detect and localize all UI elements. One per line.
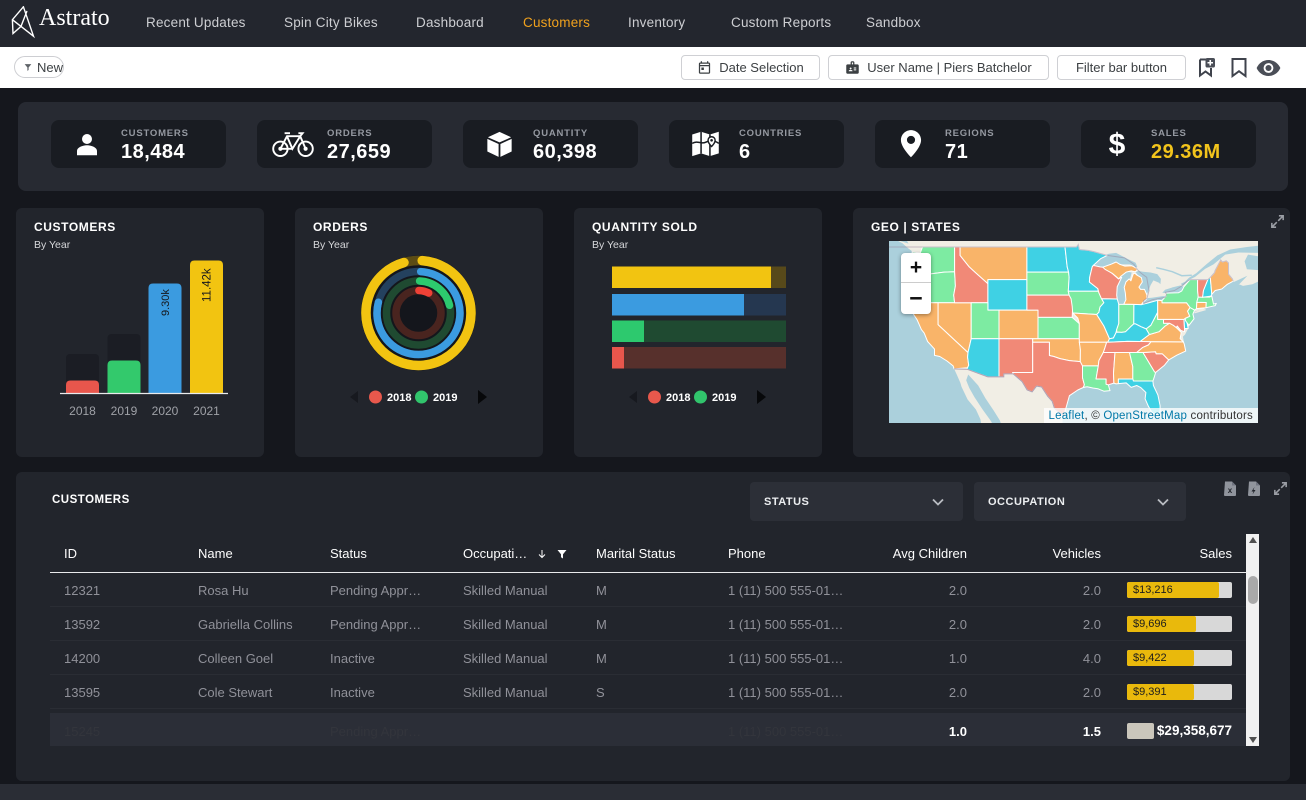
svg-text:2018: 2018 [666, 392, 690, 404]
svg-text:2019: 2019 [433, 392, 457, 404]
svg-text:2019: 2019 [712, 392, 736, 404]
svg-text:2019: 2019 [111, 404, 138, 418]
svg-text:2018: 2018 [387, 392, 411, 404]
svg-text:2018: 2018 [69, 404, 96, 418]
svg-text:x: x [1228, 486, 1233, 495]
svg-text:11.42k: 11.42k [202, 268, 214, 302]
svg-text:2021: 2021 [193, 404, 220, 418]
svg-text:$: $ [1109, 128, 1126, 161]
svg-text:2020: 2020 [152, 404, 179, 418]
svg-text:9.30k: 9.30k [160, 289, 172, 316]
